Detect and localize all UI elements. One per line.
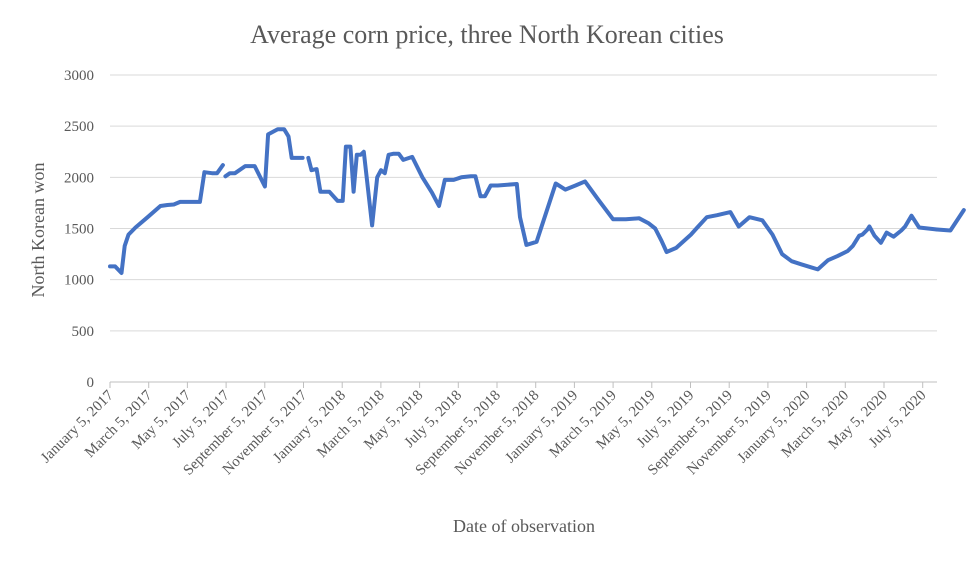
y-tick-label: 2000	[64, 170, 94, 186]
x-tick-label: March 5, 2018	[314, 388, 387, 461]
x-axis-label: Date of observation	[453, 516, 595, 536]
x-tick-label: March 5, 2019	[546, 388, 619, 461]
chart-title: Average corn price, three North Korean c…	[250, 20, 724, 49]
series-line-segment	[935, 208, 966, 233]
series-line-segment	[223, 127, 305, 189]
gridlines	[110, 74, 937, 383]
y-tick-label: 1500	[64, 222, 94, 238]
y-tick-label: 500	[72, 324, 95, 340]
y-tick-label: 3000	[64, 68, 94, 84]
series-line-segment	[108, 163, 225, 275]
x-tick-label: March 5, 2020	[779, 388, 852, 461]
series	[108, 127, 966, 275]
series-line-segment	[306, 144, 939, 272]
y-tick-label: 0	[87, 375, 95, 391]
x-tick-label: March 5, 2017	[82, 387, 156, 461]
y-axis-ticks: 0 500 1000 1500 2000 2500 3000	[64, 68, 94, 391]
y-tick-label: 2500	[64, 119, 94, 135]
y-axis-label: North Korean won	[28, 163, 48, 298]
y-tick-label: 1000	[64, 273, 94, 289]
